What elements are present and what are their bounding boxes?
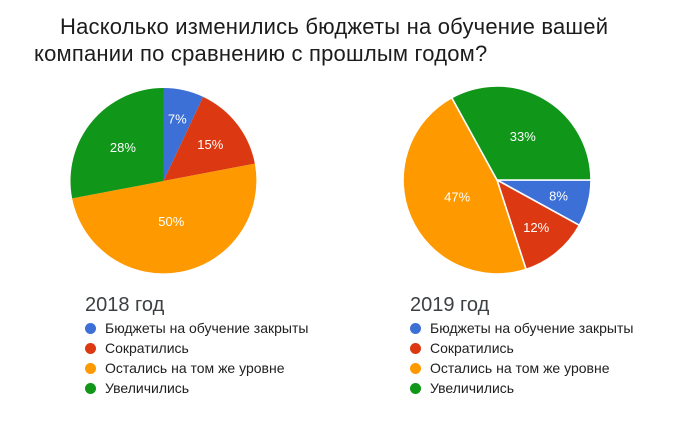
chart-question-title: Насколько изменились бюджеты на обучение… — [34, 13, 674, 67]
legend-item-label: Увеличились — [430, 380, 515, 396]
pie-slice-value-label: 28% — [110, 140, 136, 155]
legend-item-0-1: Сократились — [85, 338, 308, 358]
legend-item-label: Увеличились — [105, 380, 190, 396]
legend-rows-2018: Бюджеты на обучение закрыты Сократились Ос… — [85, 318, 308, 398]
chart-year-title-2018: 2018 год — [85, 294, 165, 316]
title-line-2: компании по сравнению с прошлым годом? — [34, 41, 488, 66]
legend-item-1-2: Остались на том же уровне — [410, 358, 633, 378]
legend-item-label: Бюджеты на обучение закрыты — [430, 320, 634, 336]
legend-item-1-0: Бюджеты на обучение закрыты — [410, 318, 633, 338]
pie-slice-1-2 — [402, 96, 527, 275]
legend-item-label: Сократились — [105, 340, 189, 356]
pie-slice-1-3 — [450, 85, 592, 181]
pie-slice-value-label: 8% — [549, 188, 568, 203]
pie-slice-value-label: 12% — [523, 220, 549, 235]
legend-item-label: Остались на том же уровне — [105, 360, 285, 376]
legend-dot-icon — [410, 342, 421, 354]
pie-slice-value-label: 33% — [510, 129, 536, 144]
legend-rows-2019: Бюджеты на обучение закрыты Сократились Ос… — [410, 318, 633, 398]
pie-slice-0-2 — [72, 163, 257, 274]
chart-year-title-2019: 2019 год — [410, 294, 490, 316]
pie-chart-1: 8% 12% 47% 33% — [402, 85, 592, 275]
legend-2018: 2018 год Бюджеты на обучение закрыты Сокр… — [85, 294, 308, 398]
legend-item-1-1: Сократились — [410, 338, 633, 358]
pie-slice-1-1 — [496, 179, 581, 271]
legend-dot-icon — [85, 322, 96, 334]
legend-item-0-2: Остались на том же уровне — [85, 358, 308, 378]
pie-slice-0-3 — [70, 88, 164, 199]
legend-dot-icon — [85, 382, 96, 394]
pie-slice-0-0 — [163, 88, 204, 181]
pie-slice-0-1 — [163, 96, 255, 181]
legend-item-1-3: Увеличились — [410, 378, 633, 398]
legend-dot-icon — [85, 342, 96, 354]
legend-item-label: Сократились — [430, 340, 514, 356]
pie-slice-value-label: 47% — [444, 190, 470, 205]
legend-item-label: Остались на том же уровне — [430, 360, 610, 376]
pie-slice-value-label: 50% — [158, 214, 184, 229]
pie-chart-0: 7% 15% 50% 28% — [70, 88, 257, 274]
legend-item-label: Бюджеты на обучение закрыты — [105, 320, 309, 336]
legend-item-0-3: Увеличились — [85, 378, 308, 398]
legend-dot-icon — [85, 362, 96, 374]
title-line-1: Насколько изменились бюджеты на обучение… — [60, 14, 609, 39]
legend-dot-icon — [410, 382, 421, 394]
legend-2019: 2019 год Бюджеты на обучение закрыты Сокр… — [410, 294, 633, 398]
legend-item-0-0: Бюджеты на обучение закрыты — [85, 318, 308, 338]
pie-slice-value-label: 7% — [168, 112, 187, 127]
legend-dot-icon — [410, 322, 421, 334]
pie-slice-value-label: 15% — [197, 137, 223, 152]
legend-dot-icon — [410, 362, 421, 374]
